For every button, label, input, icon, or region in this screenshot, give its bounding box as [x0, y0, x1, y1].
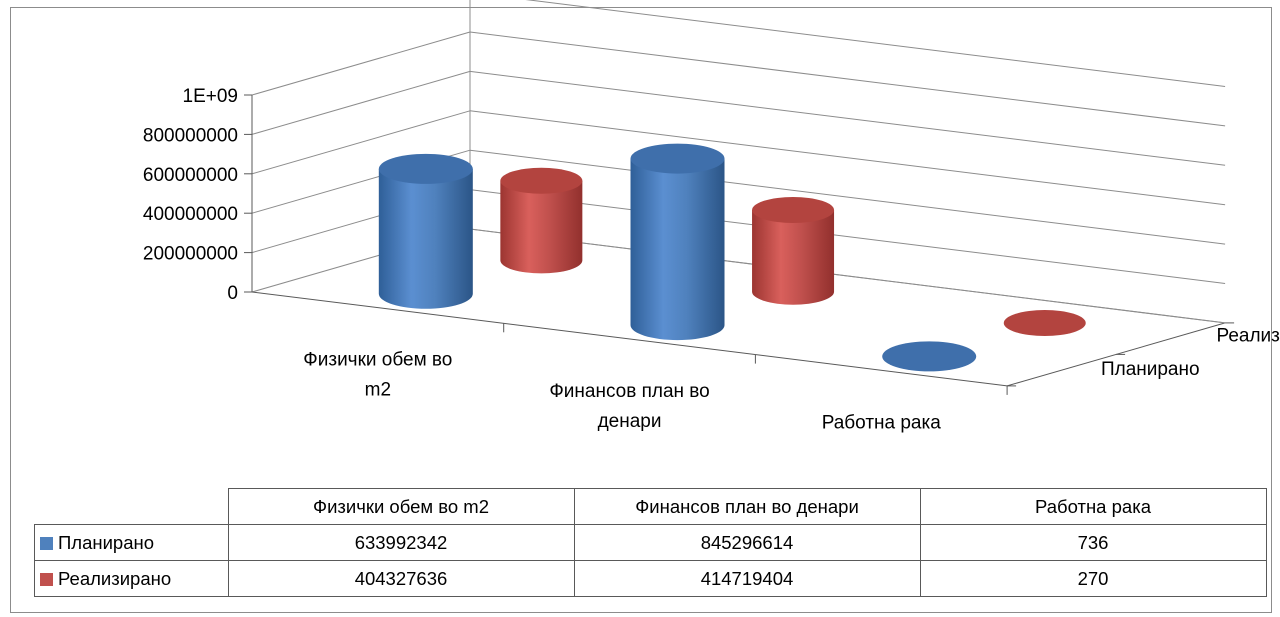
gridline: [251, 70, 471, 135]
data-table-cell: 845296614: [573, 524, 921, 561]
chart-data-table: Физички обем во m2 Финансов план во дена…: [34, 488, 1267, 597]
data-table-row: Реализирано 404327636 414719404 270: [34, 560, 1267, 597]
bar: [882, 341, 977, 372]
data-table-cell: 736: [919, 524, 1267, 561]
gridline: [251, 31, 471, 96]
gridline: [251, 110, 471, 175]
bar-body: [378, 168, 473, 309]
series-axis-label: Планирано: [1101, 359, 1200, 380]
bar: [752, 197, 835, 305]
data-table-row-label: Реализирано: [34, 560, 229, 597]
series-axis-labels: Планирано Реализирано: [1101, 326, 1280, 380]
bar-body: [630, 158, 725, 341]
y-tick-label: 600000000: [143, 165, 238, 186]
legend-swatch-red: [40, 572, 53, 586]
x-axis-line: [251, 291, 1008, 387]
bar: [1003, 309, 1086, 336]
data-table-header: Физички обем во m2: [227, 488, 575, 525]
data-table-cell: 633992342: [227, 524, 575, 561]
data-table-row: Планирано 633992342 845296614 736: [34, 524, 1267, 561]
data-table-header: Финансов план во денари: [573, 488, 921, 525]
x-tick-label: Финансов план во денари: [549, 381, 709, 432]
chart-bars: [378, 143, 1086, 372]
y-tick-label: 400000000: [143, 204, 238, 225]
bar: [378, 153, 473, 309]
chart-walls: [244, 0, 1235, 395]
data-table-row-label: Планирано: [34, 524, 229, 561]
bar: [630, 143, 725, 341]
y-tick-label: 800000000: [143, 125, 238, 146]
data-table-cell: 270: [919, 560, 1267, 597]
y-tick-label: 0: [227, 283, 238, 304]
legend-label: Реализирано: [58, 567, 172, 589]
bar-top: [500, 167, 583, 194]
x-tick-label: Физички обем во m2: [303, 350, 452, 401]
bar-top: [1003, 309, 1086, 336]
gridline: [469, 149, 1226, 245]
gridline: [469, 189, 1226, 284]
legend-swatch-blue: [40, 536, 53, 550]
x-axis-labels: Физички обем во m2 Финансов план во денари Р…: [303, 350, 941, 434]
data-table-header-row: Физички обем во m2 Финансов план во дена…: [34, 488, 1267, 525]
gridline: [469, 110, 1226, 206]
floor-back-edge: [469, 228, 1226, 324]
bar-top: [882, 341, 977, 372]
data-table-header: Работна рака: [919, 488, 1267, 525]
bar-top: [630, 143, 725, 174]
data-table-cell: 404327636: [227, 560, 575, 597]
series-axis-label: Реализирано: [1217, 326, 1280, 347]
y-tick-label: 200000000: [143, 244, 238, 265]
bar: [500, 167, 583, 274]
x-tick-label: Работна рака: [822, 412, 942, 433]
bar-body: [752, 210, 835, 305]
bar-body: [500, 180, 583, 274]
y-axis-labels: 0 200000000 400000000 600000000 800000000 1E+…: [143, 86, 238, 304]
data-table-cell: 414719404: [573, 560, 921, 597]
bar-top: [378, 153, 473, 184]
data-table-corner: [34, 488, 229, 525]
wall-top-edge: [525, 0, 1226, 87]
y-tick-label: 1E+09: [183, 86, 238, 107]
gridline: [469, 70, 1226, 166]
gridline: [469, 31, 1226, 127]
legend-label: Планирано: [58, 531, 155, 553]
bar-top: [752, 197, 835, 224]
